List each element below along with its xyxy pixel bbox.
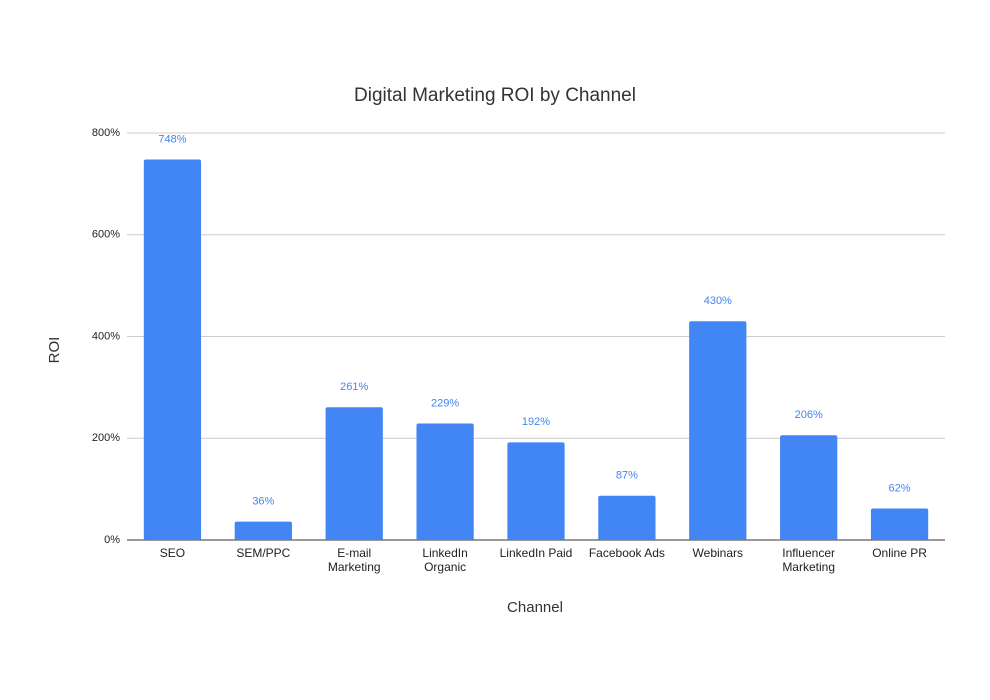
chart-title: Digital Marketing ROI by Channel: [354, 85, 636, 106]
bar: [143, 159, 202, 540]
y-tick-label: 400%: [92, 330, 120, 342]
data-label: 87%: [616, 470, 638, 482]
data-label: 229%: [431, 397, 459, 409]
bar: [689, 321, 747, 540]
bar: [780, 435, 838, 540]
x-axis-title: Channel: [507, 599, 563, 616]
y-tick-label: 800%: [92, 127, 120, 139]
y-tick-label: 600%: [92, 229, 120, 241]
data-label: 36%: [252, 496, 274, 508]
data-label: 62%: [889, 482, 911, 494]
x-tick-label: SEM/PPC: [236, 546, 291, 560]
bar: [416, 423, 474, 540]
x-tick-label: LinkedIn Paid: [499, 546, 573, 560]
x-tick-label: LinkedIn Organic: [422, 546, 468, 574]
y-axis-title: ROI: [46, 337, 63, 364]
x-tick-label: Webinars: [692, 546, 743, 560]
x-tick-label: SEO: [159, 546, 186, 560]
data-label: 261%: [340, 381, 368, 393]
y-tick-label: 200%: [92, 432, 120, 444]
y-tick-label: 0%: [104, 534, 120, 546]
data-label: 430%: [704, 295, 732, 307]
bar: [870, 508, 929, 540]
x-tick-label: E-mail Marketing: [327, 546, 381, 574]
x-tick-label: Facebook Ads: [588, 546, 665, 560]
data-label: 206%: [795, 409, 823, 421]
data-label: 192%: [522, 416, 550, 428]
bar: [325, 407, 383, 540]
bar: [598, 495, 656, 540]
data-label: 748%: [158, 133, 186, 145]
bar: [234, 521, 292, 540]
x-tick-label: Influencer Marketing: [782, 546, 835, 574]
bar: [507, 442, 565, 540]
x-tick-label: Online PR: [872, 546, 927, 560]
